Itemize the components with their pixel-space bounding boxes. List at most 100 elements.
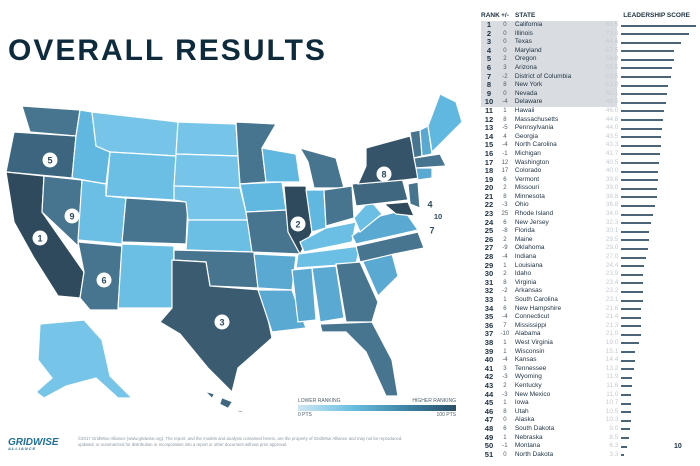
row-rank: 45 <box>484 398 494 408</box>
row-change: 6 <box>503 305 507 312</box>
row-state: Alaska <box>514 416 535 424</box>
row-score: 23.2 <box>605 287 619 295</box>
row-change: 0 <box>503 47 507 54</box>
row-score: 38.8 <box>605 192 619 200</box>
table-row: 42 -3 Wyoming 11.9 <box>481 373 696 382</box>
table-row: 1 0 California 81.5 <box>481 20 697 30</box>
row-score: 11.9 <box>606 373 619 381</box>
row-score: 30.1 <box>605 227 619 235</box>
state-south-dakota <box>173 153 241 189</box>
state-west-virginia <box>353 199 383 233</box>
table-row: 37 -10 Alabama 21.0 <box>481 330 696 339</box>
row-state: Louisiana <box>514 261 543 269</box>
score-bar-track <box>621 330 696 339</box>
table-row: 15 -4 North Carolina 43.3 <box>481 141 696 150</box>
row-score: 11.0 <box>606 390 619 398</box>
score-bar-track <box>621 305 696 314</box>
table-row: 22 -3 Ohio 36.8 <box>481 201 696 210</box>
row-rank: 42 <box>484 372 494 382</box>
state-wyoming <box>105 151 177 201</box>
row-change: 0 <box>503 417 507 424</box>
row-rank: 3 <box>486 37 492 47</box>
row-rank: 12 <box>484 114 494 124</box>
row-score: 10.7 <box>605 399 619 407</box>
row-state: California <box>514 21 543 28</box>
score-bar-track <box>621 201 696 210</box>
row-score: 21.4 <box>605 313 619 321</box>
score-bar-track <box>621 38 696 47</box>
score-bar-track <box>621 322 696 331</box>
row-rank: 36 <box>484 320 494 330</box>
row-change: -4 <box>502 314 508 321</box>
state-florida <box>319 321 399 397</box>
table-row: 11 1 Hawaii 46.0 <box>481 106 696 116</box>
row-change: -2 <box>502 73 508 80</box>
row-change: 6 <box>503 219 507 226</box>
row-score: 55.5 <box>605 63 619 71</box>
score-bar <box>621 179 658 182</box>
row-score: 8.5 <box>609 433 619 441</box>
table-row: 2 0 Illinois 73.0 <box>481 28 696 39</box>
map-marker-6: 6 <box>96 272 112 288</box>
score-bar <box>621 256 647 259</box>
table-rows: 1 0 California 81.5 2 0 Illinois 73.0 3 0 Texas 64.… <box>481 20 697 459</box>
row-rank: 15 <box>484 140 494 150</box>
score-bar <box>621 153 660 156</box>
row-state: Rhode Island <box>514 210 554 218</box>
score-bar <box>621 351 636 354</box>
row-state: New Jersey <box>514 218 549 226</box>
score-bar <box>621 76 671 79</box>
score-bar-track <box>621 416 696 425</box>
row-rank: 2 <box>486 28 492 38</box>
row-change: 1 <box>503 107 507 114</box>
row-rank: 32 <box>484 286 494 296</box>
row-score: 10.5 <box>605 407 619 415</box>
table-row: 43 2 Kentucky 11.6 <box>481 381 696 391</box>
table-row: 16 -1 Michigan 41.7 <box>481 149 696 159</box>
row-rank: 29 <box>484 260 494 270</box>
row-score: 6.3 <box>609 442 619 450</box>
row-change: -1 <box>502 443 508 450</box>
row-state: Oregon <box>514 55 537 63</box>
table-row: 48 6 South Dakota 9.0 <box>481 424 696 434</box>
score-bar <box>621 84 669 87</box>
score-bar-track <box>621 219 696 228</box>
score-bar <box>621 110 664 113</box>
score-bar <box>621 333 641 336</box>
table-row: 26 2 Maine 29.5 <box>481 234 696 245</box>
row-score: 40.5 <box>605 158 619 166</box>
table-row: 40 -4 Kansas 14.4 <box>481 356 696 365</box>
row-rank: 26 <box>484 234 494 244</box>
table-row: 12 8 Massachusetts 44.8 <box>481 114 696 125</box>
score-bar-track <box>621 236 696 245</box>
score-bar-track <box>621 348 696 357</box>
score-bar-track <box>621 262 696 271</box>
score-bar-track <box>621 244 696 253</box>
score-bar-track <box>621 399 696 408</box>
score-bar-track <box>621 55 696 64</box>
score-bar <box>621 67 673 70</box>
row-score: 46.0 <box>605 106 619 114</box>
row-state: Maryland <box>514 46 542 54</box>
row-rank: 23 <box>484 209 494 219</box>
score-bar <box>621 273 644 276</box>
row-rank: 40 <box>484 355 494 365</box>
score-bar-track <box>621 193 696 202</box>
table-row: 23 25 Rhode Island 34.0 <box>481 209 696 219</box>
row-state: Iowa <box>514 399 529 407</box>
score-bar-track <box>621 133 696 142</box>
score-bar <box>621 282 643 285</box>
table-row: 4 0 Maryland 57.5 <box>481 46 696 56</box>
score-bar <box>621 299 643 302</box>
row-state: Texas <box>514 38 532 46</box>
row-rank: 44 <box>484 389 494 399</box>
row-score: 44.0 <box>605 124 619 132</box>
row-score: 43.5 <box>605 132 619 140</box>
row-change: -4 <box>502 142 508 149</box>
row-state: New Mexico <box>514 390 551 398</box>
page-title: OVERALL RESULTS <box>8 34 327 67</box>
table-row: 50 -1 Montana 6.3 <box>481 441 696 451</box>
legend-lower-label: LOWER RANKING <box>298 398 341 404</box>
row-change: -3 <box>502 391 508 398</box>
score-bar-track <box>621 98 696 107</box>
